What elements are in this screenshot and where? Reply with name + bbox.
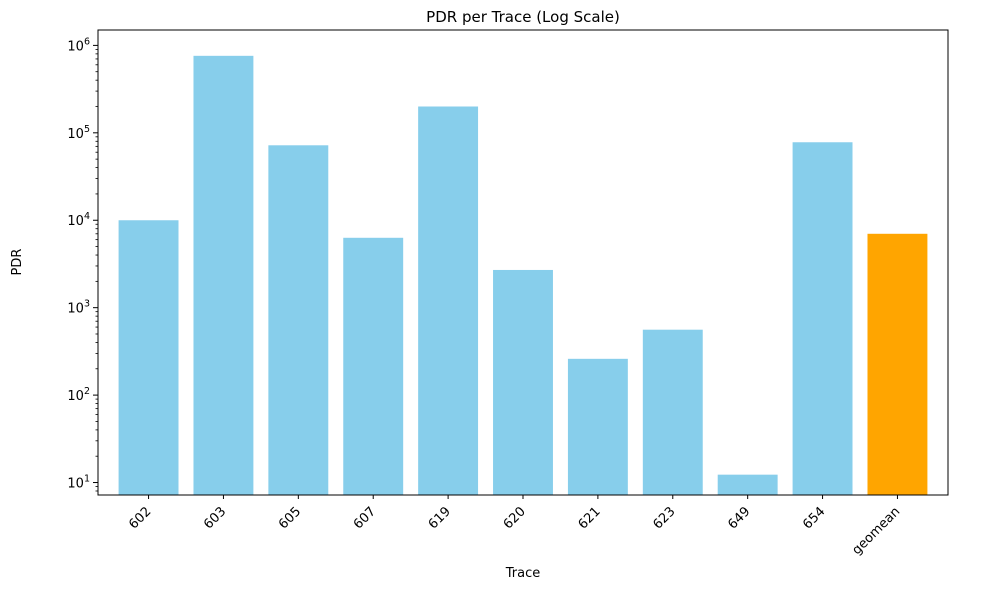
bar-620 — [493, 269, 553, 495]
x-tick-label: 607 — [351, 504, 379, 532]
y-tick-label: 104 — [67, 211, 90, 229]
bar-607 — [343, 237, 404, 496]
x-tick-label: 654 — [800, 504, 828, 532]
bar-623 — [642, 329, 703, 495]
x-tick-label: 619 — [426, 504, 454, 532]
plot-frame — [97, 29, 949, 496]
y-tick-label: 106 — [67, 36, 90, 54]
y-tick-label: 103 — [67, 299, 90, 317]
y-tick-label: 102 — [67, 386, 90, 404]
y-axis-label: PDR — [10, 249, 25, 276]
x-tick-label: 605 — [276, 504, 304, 532]
x-tick-label: 620 — [501, 504, 529, 532]
x-tick-label: 621 — [576, 504, 604, 532]
bar-621 — [567, 358, 628, 495]
bar-605 — [268, 145, 329, 496]
x-tick-label: 602 — [126, 504, 154, 532]
bar-geomean — [867, 233, 928, 496]
x-tick-label: geomean — [849, 504, 903, 558]
bar-649 — [717, 474, 778, 495]
bar-603 — [193, 55, 254, 495]
chart-title: PDR per Trace (Log Scale) — [426, 8, 620, 26]
x-tick-label: 603 — [201, 504, 229, 532]
y-tick-label: 101 — [67, 474, 90, 492]
x-ticks-layer: 602 603 605 607 619 620 621 623 649 654 geomean — [126, 495, 903, 558]
bars-layer — [118, 55, 928, 496]
x-axis-label: Trace — [505, 566, 541, 581]
x-tick-label: 649 — [725, 504, 753, 532]
bar-654 — [792, 142, 853, 495]
y-tick-label: 105 — [67, 124, 90, 142]
bar-602 — [118, 220, 179, 495]
y-ticks-layer: 101 102 103 104 105 106 — [67, 36, 98, 492]
bar-619 — [418, 106, 479, 495]
x-tick-label: 623 — [650, 504, 678, 532]
